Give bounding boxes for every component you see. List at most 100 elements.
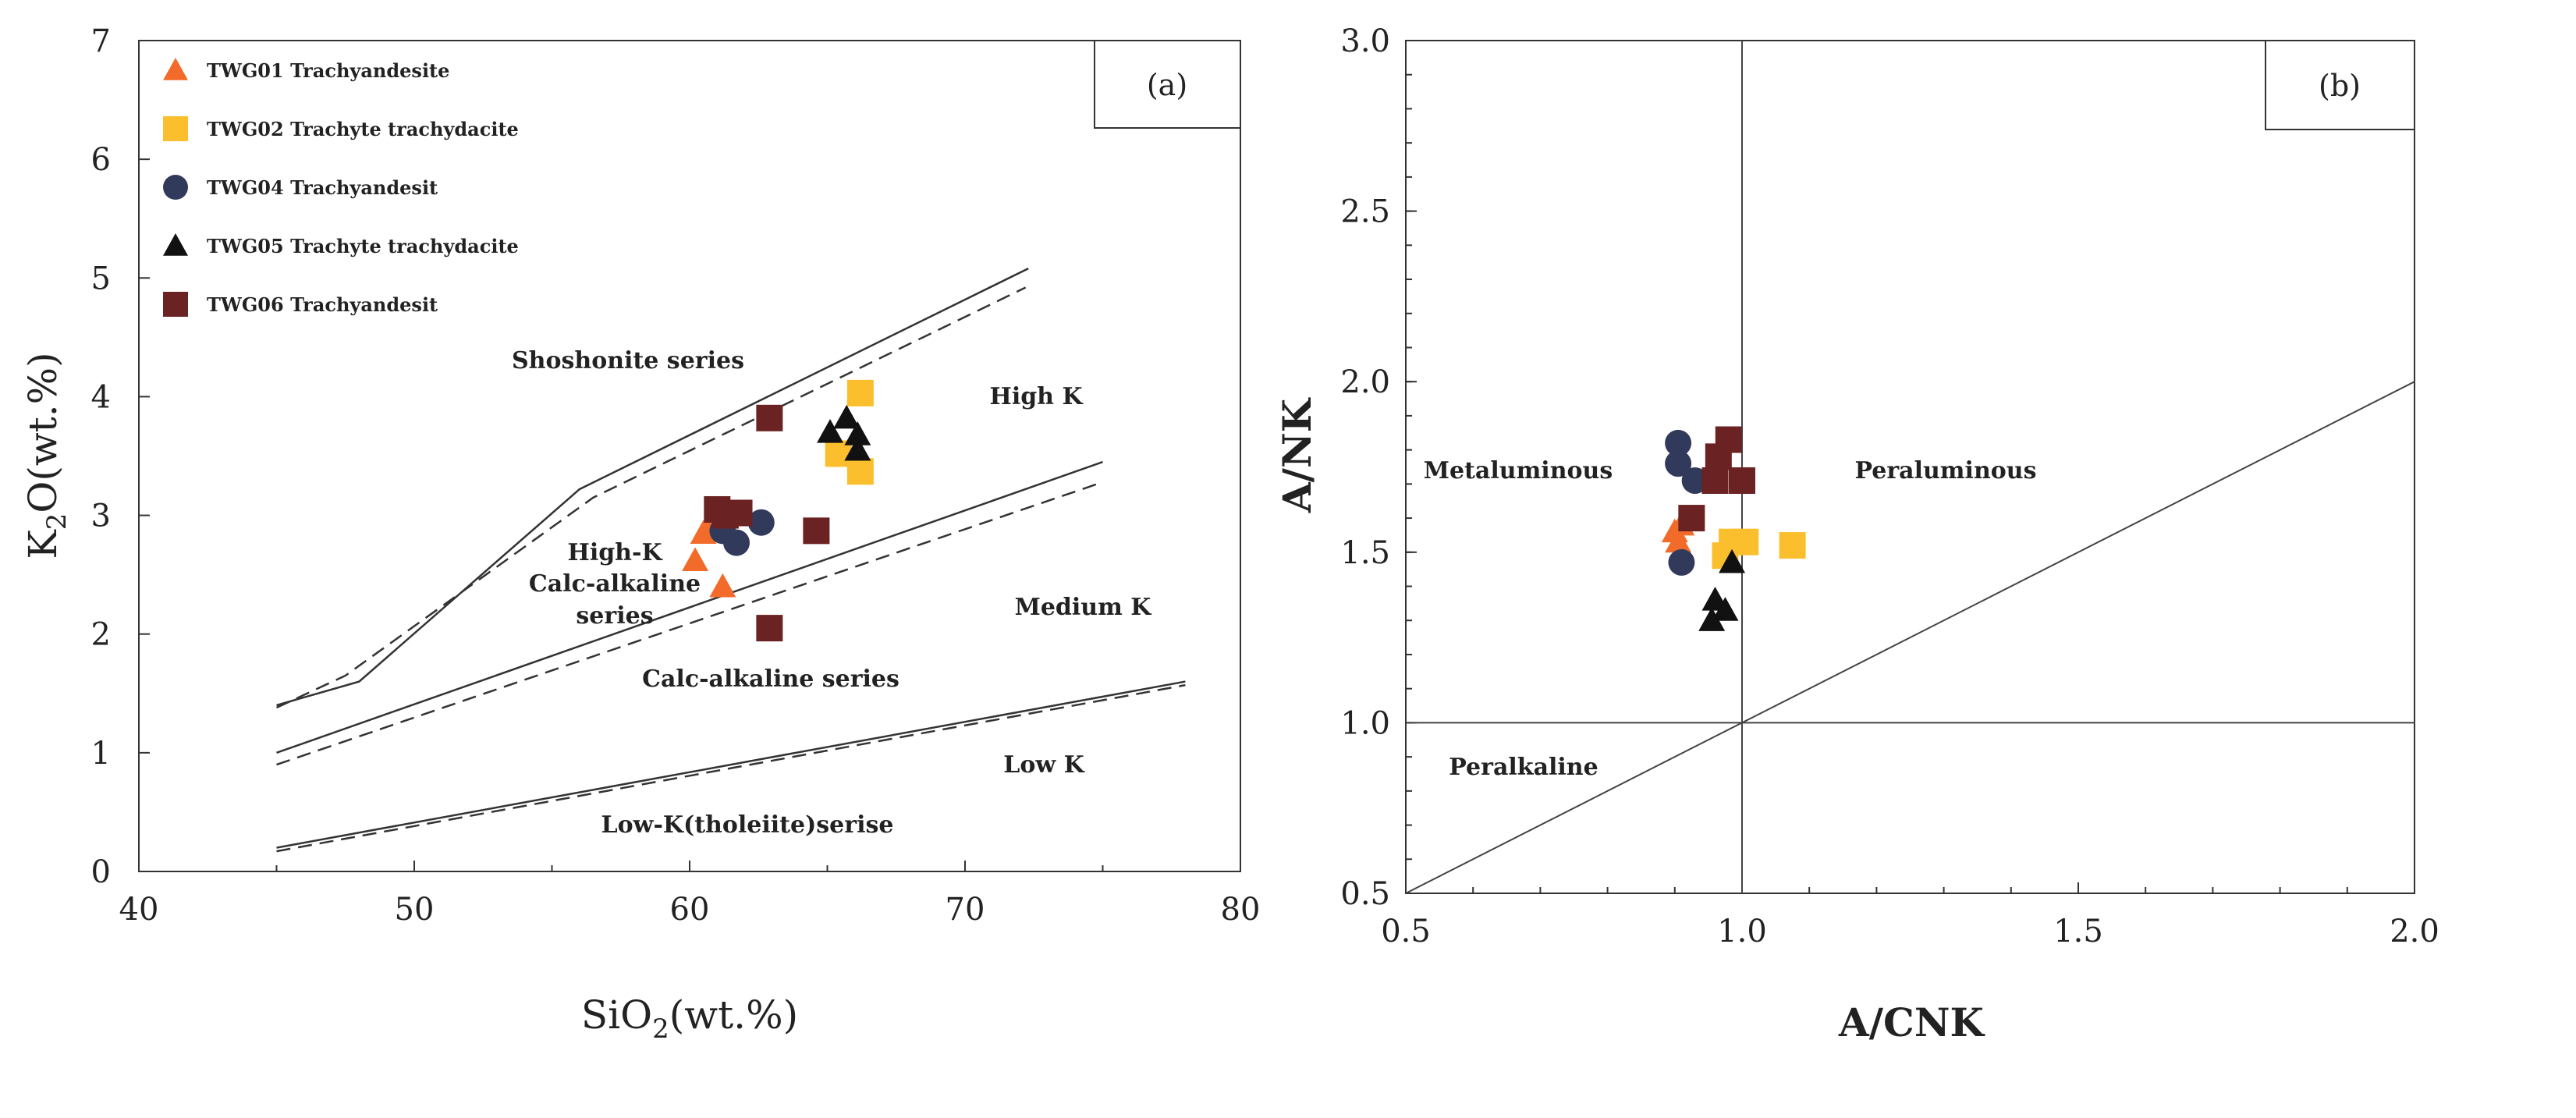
panel-a-data-points (682, 379, 874, 642)
boundary-line-dashed (276, 683, 1186, 853)
boundary-line-dashed (275, 286, 1027, 709)
panel-b-plot-frame (1405, 40, 2415, 894)
y-tick-label: 2 (91, 617, 111, 653)
data-point-twg06 (803, 517, 830, 545)
panel-a-y-axis-title: K2O(wt.%) (20, 352, 73, 559)
data-point-twg06 (756, 404, 783, 431)
panel-b-y-axis-title: A/NK (1274, 397, 1320, 513)
x-title-subscript: 2 (652, 1013, 669, 1045)
data-point-twg01 (682, 547, 709, 571)
y-title-subscript: 2 (41, 513, 73, 531)
data-point-twg04 (747, 509, 775, 536)
data-point-twg01 (709, 573, 736, 598)
boundary-line-solid (276, 680, 1186, 849)
region-low-k: Low K (1003, 751, 1084, 779)
data-point-twg01 (1665, 528, 1692, 553)
data-point-twg04 (1665, 429, 1692, 456)
data-point-twg05 (1719, 548, 1746, 573)
data-point-twg04 (723, 529, 750, 556)
data-point-twg05 (1712, 597, 1739, 621)
y-tick-label: 0.5 (1340, 876, 1390, 912)
x-tick-label: 40 (119, 892, 159, 928)
legend-marker-twg02 (163, 116, 188, 141)
legend-marker-twg06 (163, 292, 188, 317)
region-high-k: High K (989, 383, 1083, 410)
region-shoshonite-series: Shoshonite series (512, 347, 744, 374)
region-high-k-calc-line2: Calc-alkaline (529, 570, 701, 598)
panel-b-axis-ticks: 0.5 1.0 1.5 2.0 0.5 1.0 1.5 2.0 2.5 3.0 (1340, 23, 2439, 949)
boundary-line-solid (276, 267, 1029, 707)
legend-label-twg06: TWG06 Trachyandesit (207, 293, 438, 316)
region-low-k-tholeiite: Low-K(tholeiite)serise (601, 811, 894, 839)
panel-a-plot-frame (138, 40, 1241, 872)
y-tick-label: 2.5 (1340, 194, 1390, 230)
y-title-main: K (20, 529, 66, 559)
panel-a-label: (a) (1147, 68, 1187, 102)
legend-label-twg04: TWG04 Trachyandesit (207, 176, 438, 199)
panel-b-data-points (1661, 426, 1806, 631)
x-tick-label: 2.0 (2390, 914, 2439, 949)
data-point-twg05 (817, 419, 844, 443)
region-high-k-calc-line1: High-K (567, 539, 662, 566)
y-tick-label: 1.0 (1340, 705, 1390, 741)
x-tick-label: 0.5 (1381, 914, 1431, 949)
x-tick-label: 60 (670, 892, 710, 928)
y-tick-label: 3 (91, 499, 111, 534)
y-tick-label: 4 (91, 379, 111, 415)
data-point-twg06 (1705, 443, 1732, 470)
y-tick-label: 1 (91, 736, 111, 772)
y-tick-label: 3.0 (1340, 23, 1390, 59)
panel-a-series-boundaries (275, 267, 1186, 853)
y-tick-label: 2.0 (1340, 364, 1390, 400)
y-tick-label: 1.5 (1340, 535, 1390, 571)
x-title-main: SiO (581, 992, 652, 1038)
data-point-twg02 (846, 379, 874, 406)
boundary-line-solid (276, 460, 1103, 754)
x-title-tail: (wt.%) (669, 992, 798, 1038)
data-point-twg02 (1779, 532, 1806, 559)
panel-a-legend: TWG01 Trachyandesite TWG02 Trachyte trach… (163, 58, 519, 317)
data-point-twg04 (1665, 450, 1692, 477)
x-tick-label: 1.0 (1717, 914, 1767, 949)
region-calc-alkaline-series: Calc-alkaline series (642, 665, 899, 693)
reference-line-diagonal (1405, 381, 2415, 894)
panel-b-x-axis-title: A/CNK (1838, 999, 1985, 1045)
data-point-twg05 (1698, 607, 1726, 631)
y-tick-label: 7 (91, 23, 111, 59)
x-tick-label: 50 (395, 892, 435, 928)
panel-b-label-box (2265, 40, 2415, 130)
region-medium-k: Medium K (1015, 594, 1152, 621)
boundary-line-dashed (276, 481, 1103, 766)
region-high-k-calc-line3: series (576, 602, 653, 630)
data-point-twg04 (1681, 467, 1708, 494)
region-peralkaline: Peralkaline (1449, 754, 1598, 781)
data-point-twg06 (756, 615, 783, 642)
x-tick-label: 80 (1221, 892, 1261, 928)
data-point-twg06 (1678, 505, 1705, 532)
panel-b-ank-vs-acnk: (b) 0.5 1.0 1.5 2.0 0.5 1.0 1.5 2.0 2.5 3.0 Metal… (1274, 23, 2439, 1045)
data-point-twg05 (844, 421, 871, 445)
data-point-twg05 (833, 404, 860, 429)
data-point-twg06 (1729, 467, 1755, 494)
data-point-twg04 (1668, 548, 1695, 576)
y-tick-label: 6 (91, 142, 111, 178)
region-metaluminous: Metaluminous (1424, 457, 1613, 484)
legend-marker-twg01 (163, 58, 188, 80)
panel-a-x-axis-title: SiO2(wt.%) (581, 992, 798, 1045)
legend-label-twg01: TWG01 Trachyandesite (207, 59, 449, 82)
legend-label-twg05: TWG05 Trachyte trachydacite (207, 235, 519, 257)
legend-marker-twg05 (163, 233, 188, 256)
legend-label-twg02: TWG02 Trachyte trachydacite (207, 118, 519, 140)
y-title-tail: O(wt.%) (20, 352, 66, 513)
x-tick-label: 1.5 (2053, 914, 2103, 949)
panel-a-label-box (1094, 40, 1241, 129)
data-point-twg05 (844, 436, 871, 461)
data-point-twg06 (1701, 467, 1729, 494)
data-point-twg02 (846, 458, 874, 485)
region-peraluminous: Peraluminous (1855, 457, 2037, 484)
y-tick-label: 0 (91, 854, 111, 890)
legend-marker-twg04 (163, 175, 188, 200)
panel-b-reference-lines (1405, 41, 2415, 894)
